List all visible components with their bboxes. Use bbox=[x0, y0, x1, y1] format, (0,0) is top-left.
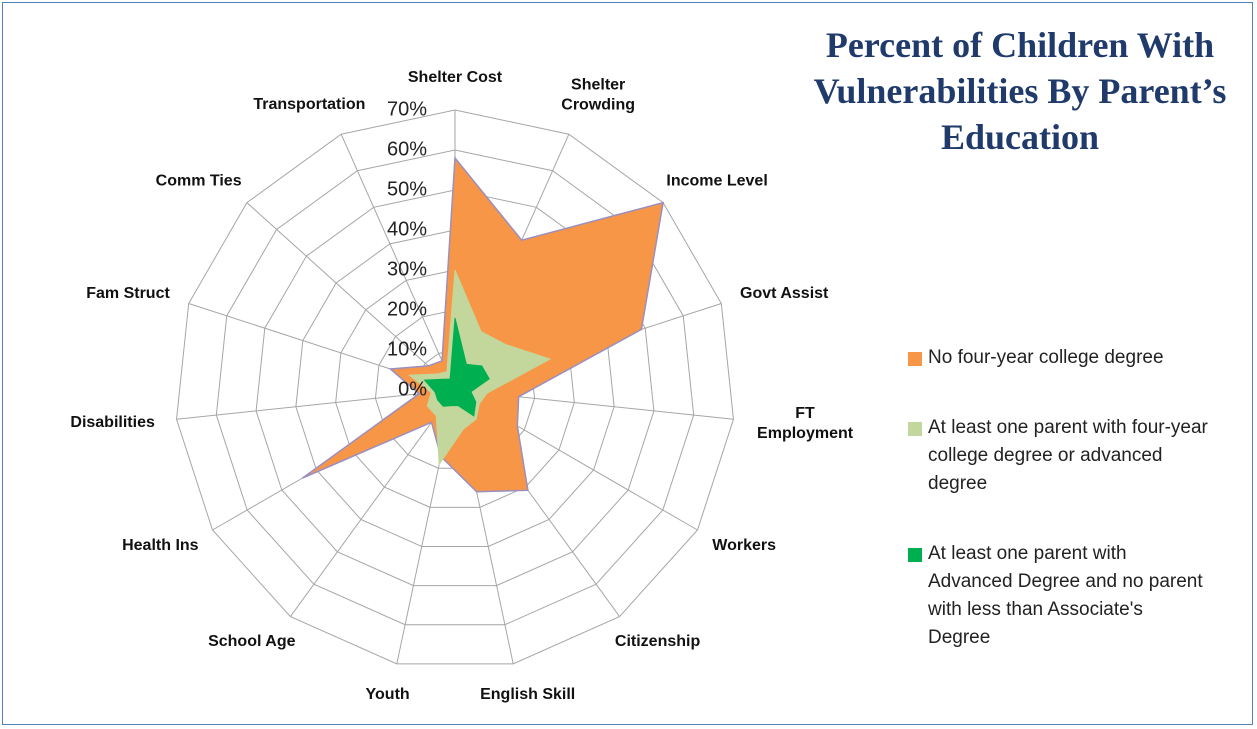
grid-ring bbox=[176, 109, 734, 665]
y-tick-label: 20% bbox=[387, 298, 427, 320]
category-label: Health Ins bbox=[122, 537, 199, 554]
spoke bbox=[340, 134, 456, 391]
category-label: Transportation bbox=[253, 95, 366, 113]
category-label: Shelter Cost bbox=[407, 69, 503, 86]
category-label: Govt Assist bbox=[740, 284, 829, 302]
legend-swatch bbox=[908, 422, 922, 436]
y-tick-label: 70% bbox=[387, 98, 427, 120]
legend-label: No four-year college degree bbox=[928, 347, 1164, 368]
legend-label: At least one parent with Advanced Degree… bbox=[928, 543, 1203, 648]
y-tick-label: 10% bbox=[387, 338, 427, 360]
category-label: School Age bbox=[208, 633, 296, 651]
category-label: FT Employment bbox=[757, 404, 854, 442]
y-tick-label: 0% bbox=[398, 378, 427, 400]
spoke bbox=[246, 202, 456, 391]
category-label: Income Level bbox=[666, 172, 768, 190]
category-label: English Skill bbox=[480, 686, 576, 704]
legend-item: At least one parent with Advanced Degree… bbox=[908, 540, 1208, 652]
legend-swatch bbox=[908, 548, 922, 562]
y-tick-label: 30% bbox=[387, 258, 427, 280]
legend-item: No four-year college degree bbox=[908, 344, 1208, 372]
chart-title: Percent of Children With Vulnerabilities… bbox=[813, 25, 1227, 157]
y-tick-label: 40% bbox=[387, 218, 427, 240]
y-tick-label: 50% bbox=[387, 178, 427, 200]
legend-label: At least one parent with four-year colle… bbox=[928, 417, 1208, 494]
series-area bbox=[302, 156, 665, 493]
series-area bbox=[423, 317, 490, 417]
category-label: Fam Struct bbox=[86, 284, 170, 302]
grid-ring bbox=[215, 149, 695, 626]
category-label: Comm Ties bbox=[155, 172, 242, 190]
y-tick-label: 60% bbox=[387, 138, 427, 160]
spoke bbox=[176, 389, 456, 420]
category-label: Citizenship bbox=[614, 633, 701, 651]
category-label: Youth bbox=[365, 686, 410, 704]
spoke bbox=[290, 389, 456, 617]
category-label: Workers bbox=[712, 537, 776, 554]
category-label: Disabilities bbox=[70, 413, 155, 431]
category-label: Shelter Crowding bbox=[561, 76, 636, 114]
legend-item: At least one parent with four-year colle… bbox=[908, 414, 1208, 498]
legend: No four-year college degree At least one … bbox=[908, 344, 1208, 694]
legend-swatch bbox=[908, 352, 922, 366]
